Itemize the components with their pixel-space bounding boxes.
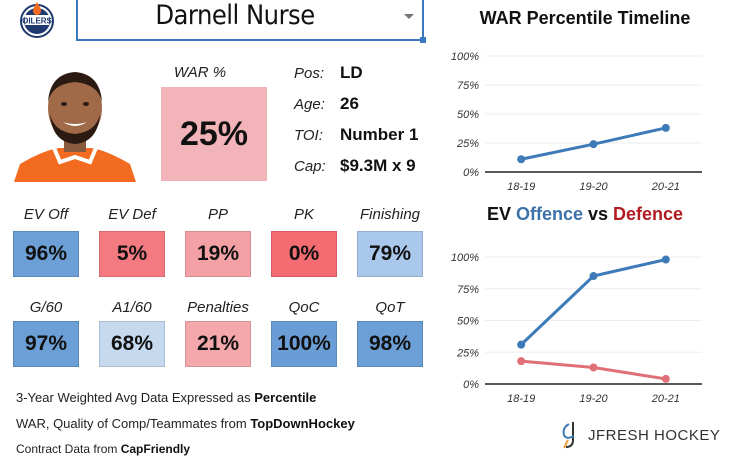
tile-label: Finishing — [359, 206, 421, 223]
info-key: TOI: — [294, 126, 323, 144]
svg-text:OILERS: OILERS — [22, 17, 52, 26]
footer-bold: CapFriendly — [120, 442, 191, 456]
resize-handle[interactable] — [420, 37, 426, 43]
y-tick-label: 75% — [457, 80, 479, 92]
footer-line-2: WAR, Quality of Comp/Teammates from TopD… — [16, 416, 355, 431]
chart-title-war: WAR Percentile Timeline — [479, 8, 691, 28]
data-point — [517, 357, 526, 366]
y-tick-label: 100% — [451, 51, 479, 63]
tile-label: QoT — [375, 299, 405, 316]
data-point — [661, 255, 670, 264]
war-value-tile: 25% — [161, 87, 267, 181]
info-row-position: Pos: LD — [294, 61, 363, 85]
info-key: Age: — [294, 95, 325, 113]
data-point — [589, 272, 598, 281]
stat-tile: 21% — [185, 321, 251, 367]
title-part: vs — [582, 204, 614, 224]
war-timeline-chart: 0% 25% 50% 75% 100% 18-19 19-20 20-21 — [451, 51, 702, 193]
stat-tile: 96% — [13, 231, 79, 277]
x-tick-label: 19-20 — [579, 181, 608, 193]
info-key: Pos: — [294, 64, 325, 82]
tile-label: PP — [207, 206, 228, 223]
y-tick-label: 50% — [457, 316, 479, 328]
footer-text: 3-Year Weighted Avg Data Expressed as — [16, 390, 255, 405]
tile-label: PK — [293, 206, 314, 223]
y-tick-label: 100% — [451, 252, 479, 264]
x-tick-label: 20-21 — [651, 393, 680, 405]
info-value: $9.3M x 9 — [340, 156, 416, 175]
x-tick-label: 18-19 — [507, 181, 535, 193]
y-tick-label: 0% — [463, 379, 479, 391]
y-tick-label: 0% — [463, 167, 479, 179]
data-point — [517, 155, 526, 164]
data-point — [589, 140, 598, 149]
footer-bold: Percentile — [254, 390, 317, 405]
tile-label: G/60 — [29, 299, 63, 316]
player-headshot — [14, 62, 136, 182]
info-key: Cap: — [294, 157, 326, 175]
info-row-age: Age: 26 — [294, 92, 359, 116]
x-tick-label: 18-19 — [507, 393, 535, 405]
player-name: Darnell Nurse — [155, 0, 315, 31]
x-tick-label: 20-21 — [651, 181, 680, 193]
player-select[interactable]: Darnell Nurse — [76, 0, 426, 43]
stat-tile: 98% — [357, 321, 423, 367]
info-value: 26 — [340, 94, 359, 113]
stat-tile: 19% — [185, 231, 251, 277]
tile-label: Penalties — [187, 299, 249, 316]
y-tick-label: 25% — [456, 347, 479, 359]
stat-tile: 79% — [357, 231, 423, 277]
y-tick-label: 25% — [456, 138, 479, 150]
jfresh-brand: JFRESH HOCKEY — [560, 420, 720, 450]
footer-bold: TopDownHockey — [250, 416, 355, 431]
tile-label: EV Def — [108, 206, 156, 223]
ev-offence-defence-chart: 0% 25% 50% 75% 100% 18-19 19-20 20-21 — [451, 252, 702, 405]
info-value: Number 1 — [340, 125, 419, 144]
footer-line-3: Contract Data from CapFriendly — [16, 442, 190, 456]
chart-title-ev: EV Offence vs Defence — [440, 204, 730, 225]
jfresh-logo-icon — [562, 422, 575, 449]
stat-tile: 68% — [99, 321, 165, 367]
tile-label: QoC — [288, 299, 320, 316]
stat-tile: 5% — [99, 231, 165, 277]
footer-line-1: 3-Year Weighted Avg Data Expressed as Pe… — [16, 390, 316, 405]
stat-tile: 0% — [271, 231, 337, 277]
data-point — [589, 363, 598, 372]
y-tick-label: 75% — [457, 284, 479, 296]
footer-text: Contract Data from — [16, 442, 121, 456]
footer-text: WAR, Quality of Comp/Teammates from — [16, 416, 251, 431]
info-row-cap: Cap: $9.3M x 9 — [294, 154, 416, 178]
data-point — [517, 340, 526, 349]
tile-label: EV Off — [23, 206, 69, 223]
y-tick-label: 50% — [457, 109, 479, 121]
title-part: EV — [486, 204, 516, 224]
info-value: LD — [340, 63, 363, 82]
stat-tile: 97% — [13, 321, 79, 367]
title-part-offence: Offence — [515, 204, 583, 224]
title-part-defence: Defence — [613, 204, 684, 224]
war-label: WAR % — [173, 64, 227, 81]
stat-tile: 100% — [271, 321, 337, 367]
oilers-logo-icon: OILERS — [20, 0, 54, 38]
data-point — [661, 374, 670, 383]
chevron-down-icon[interactable] — [404, 14, 414, 19]
brand-text: JFRESH HOCKEY — [588, 426, 721, 444]
data-point — [661, 123, 670, 132]
info-row-toi: TOI: Number 1 — [294, 123, 418, 147]
x-tick-label: 19-20 — [579, 393, 608, 405]
tile-label: A1/60 — [112, 299, 152, 316]
